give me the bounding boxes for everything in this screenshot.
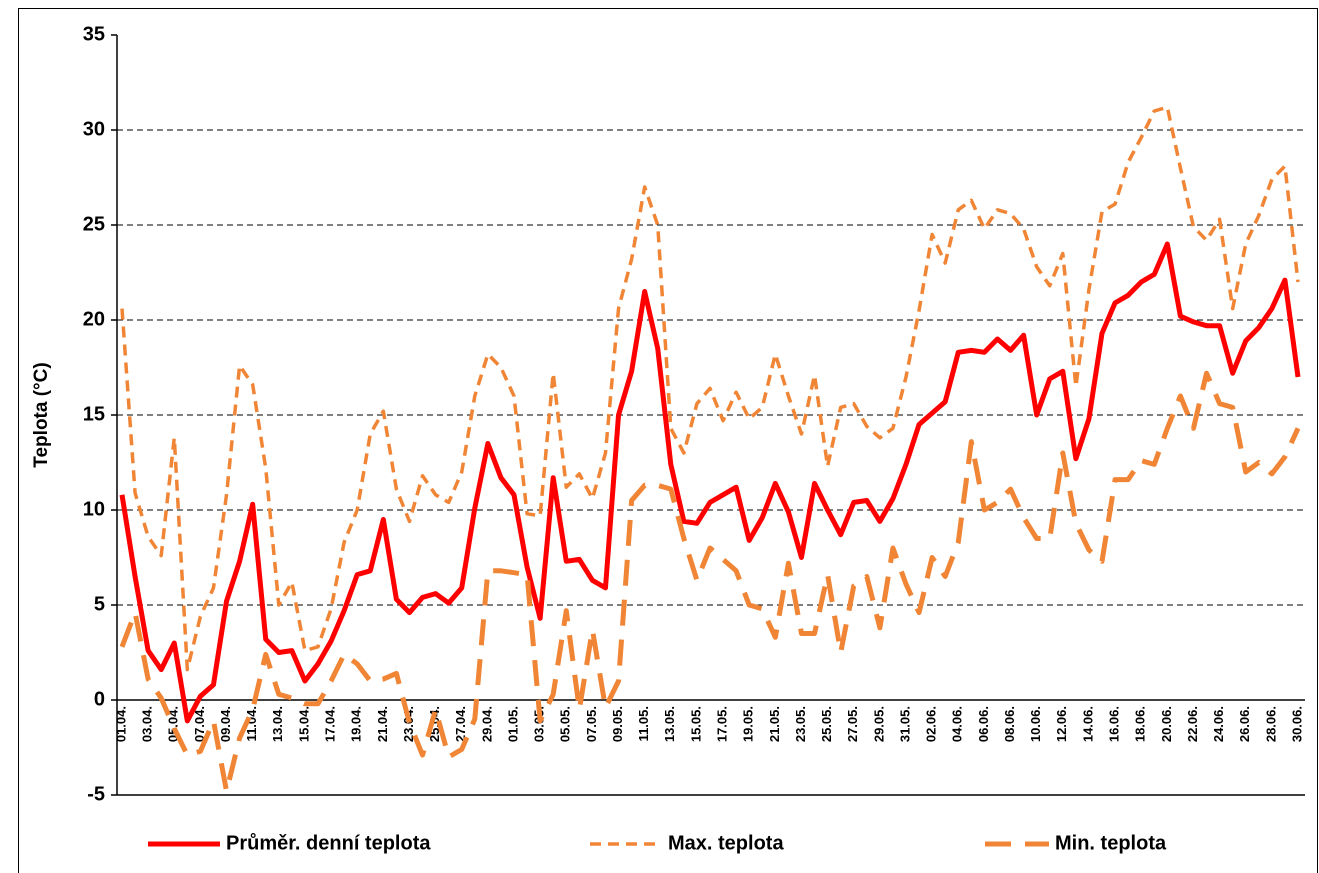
x-tick-label: 14.06.: [1080, 706, 1095, 742]
x-tick-label: 11.04.: [244, 706, 259, 741]
x-tick-label: 13.05.: [662, 706, 677, 742]
x-tick-label: 30.06.: [1289, 706, 1304, 742]
x-tick-label: 25.05.: [819, 706, 834, 742]
y-tick-label: 20: [83, 308, 105, 330]
x-tick-label: 15.04.: [296, 706, 311, 742]
x-tick-label: 13.04.: [270, 706, 285, 742]
x-tick-label: 12.06.: [1054, 706, 1069, 742]
x-tick-label: 15.05.: [688, 706, 703, 742]
x-tick-label: 06.06.: [976, 706, 991, 742]
x-tick-label: 17.05.: [715, 706, 730, 742]
x-tick-label: 27.05.: [845, 706, 860, 742]
x-tick-label: 02.06.: [924, 706, 939, 742]
series-line: [119, 370, 1301, 794]
x-tick-label: 10.06.: [1028, 706, 1043, 742]
x-tick-label: 20.06.: [1159, 706, 1174, 742]
x-tick-label: 22.06.: [1185, 706, 1200, 742]
x-tick-label: 03.04.: [140, 706, 155, 742]
x-tick-label: 23.04.: [401, 706, 416, 742]
x-tick-label: 19.05.: [741, 706, 756, 742]
x-tick-label: 05.05.: [558, 706, 573, 742]
x-tick-label: 31.05.: [897, 706, 912, 742]
y-tick-label: 10: [83, 498, 105, 520]
legend-label: Min. teplota: [1055, 832, 1167, 854]
x-tick-label: 28.06.: [1263, 706, 1278, 742]
x-tick-label: 09.05.: [610, 706, 625, 742]
y-tick-label: 35: [83, 23, 105, 45]
x-tick-label: 16.06.: [1107, 706, 1122, 742]
x-tick-label: 21.04.: [375, 706, 390, 742]
y-tick-label: 0: [94, 688, 105, 710]
x-tick-label: 07.04.: [192, 706, 207, 742]
legend-label: Průměr. denní teplota: [226, 832, 431, 854]
x-tick-label: 09.04.: [218, 706, 233, 742]
x-tick-label: 29.04.: [479, 706, 494, 742]
x-tick-label: 01.05.: [505, 706, 520, 742]
x-tick-label: 08.06.: [1002, 706, 1017, 742]
x-tick-label: 18.06.: [1133, 706, 1148, 742]
x-tick-label: 03.05.: [532, 706, 547, 742]
y-axis-title: Teplota (°C): [31, 362, 52, 467]
x-tick-label: 11.05.: [636, 706, 651, 741]
x-tick-label: 21.05.: [767, 706, 782, 742]
x-tick-label: 29.05.: [871, 706, 886, 742]
y-tick-label: 15: [83, 403, 105, 425]
x-tick-label: 19.04.: [349, 706, 364, 742]
y-tick-label: 5: [94, 593, 105, 615]
x-tick-label: 04.06.: [950, 706, 965, 742]
y-tick-label: -5: [87, 783, 105, 805]
x-tick-label: 27.04.: [453, 706, 468, 742]
y-tick-label: 30: [83, 118, 105, 140]
x-tick-label: 26.06.: [1237, 706, 1252, 742]
y-tick-label: 25: [83, 213, 105, 235]
x-tick-label: 24.06.: [1211, 706, 1226, 742]
series-line: [119, 241, 1301, 724]
legend-label: Max. teplota: [668, 832, 784, 854]
series-line: [120, 105, 1300, 672]
x-tick-label: 23.05.: [793, 706, 808, 742]
x-tick-label: 07.05.: [584, 706, 599, 742]
x-tick-label: 17.04.: [323, 706, 338, 742]
x-tick-label: 01.04.: [113, 706, 128, 742]
